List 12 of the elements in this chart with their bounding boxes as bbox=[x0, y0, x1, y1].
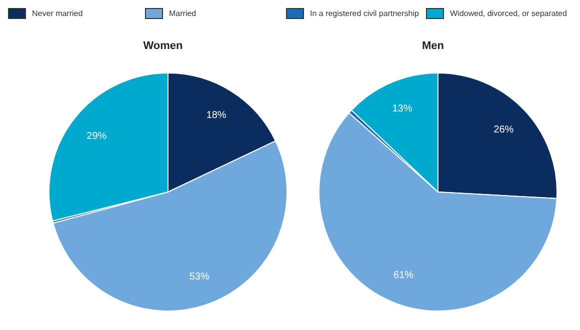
data-label: 18% bbox=[206, 110, 226, 122]
legend-label: Widowed, divorced, or separated bbox=[449, 8, 567, 19]
data-label: 53% bbox=[189, 271, 210, 282]
legend-label: Married bbox=[168, 8, 196, 19]
legend-label: In a registered civil partnership bbox=[309, 8, 419, 19]
data-label: 13% bbox=[392, 103, 412, 114]
data-label: 61% bbox=[394, 270, 414, 282]
data-label: 29% bbox=[86, 130, 107, 142]
text: Women bbox=[142, 40, 184, 52]
legend-label: Never married bbox=[31, 8, 83, 19]
chart-title: Men bbox=[421, 40, 445, 52]
data-label: 26% bbox=[494, 124, 514, 136]
